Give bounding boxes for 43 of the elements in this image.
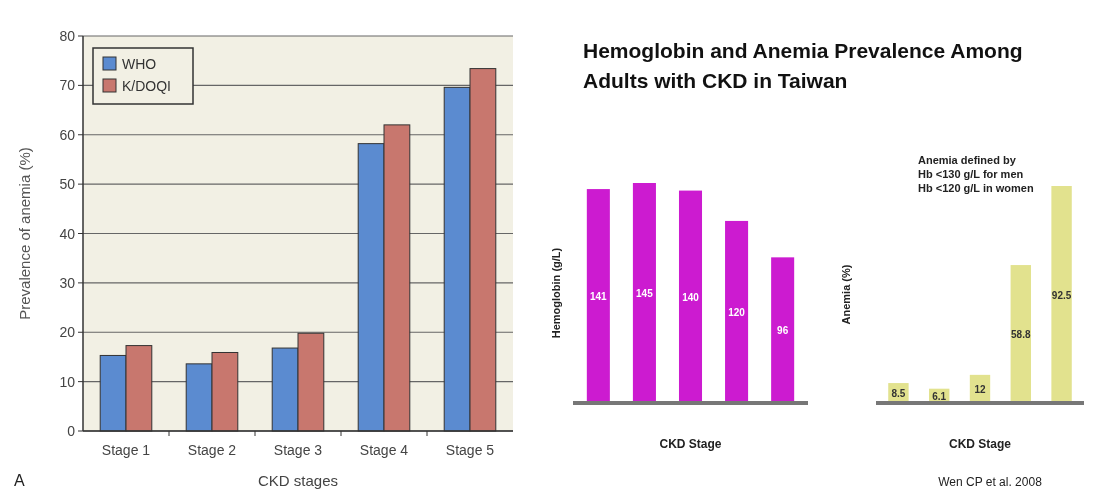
bar bbox=[725, 220, 749, 403]
y-tick-label: 20 bbox=[59, 324, 76, 341]
y-axis-title: Hemoglobin (g/L) bbox=[550, 247, 562, 339]
data-label: 6.1 bbox=[932, 390, 947, 402]
y-tick-label: 10 bbox=[59, 373, 76, 390]
chart-title: Hemoglobin and Anemia Prevalence Among Adults with CKD in Taiwan bbox=[583, 39, 1023, 92]
x-tick-label: Stage 1 bbox=[101, 442, 151, 458]
text: A bbox=[14, 472, 25, 489]
y-tick-label: 60 bbox=[59, 126, 76, 143]
data-label: 12 bbox=[974, 383, 986, 395]
y-axis-title: Anemia (%) bbox=[840, 264, 852, 325]
y-tick-label: 0 bbox=[67, 423, 76, 439]
x-axis-title: CKD Stage bbox=[659, 437, 722, 451]
bar bbox=[1051, 186, 1072, 403]
bar bbox=[771, 257, 795, 403]
legend-label: K/DOQI bbox=[122, 78, 172, 94]
x-tick-label: Stage 4 bbox=[359, 442, 409, 458]
y-tick-label: 80 bbox=[59, 28, 76, 44]
data-label: 92.5 bbox=[1051, 289, 1072, 301]
x-tick-label: Stage 5 bbox=[445, 442, 495, 458]
x-tick-label: Stage 2 bbox=[187, 442, 237, 458]
y-tick-label: 50 bbox=[59, 176, 76, 193]
annotation: Anemia defined by Hb <130 g/L for men Hb <120 g/L in women bbox=[918, 154, 1034, 194]
data-label: 96 bbox=[777, 325, 789, 337]
y-tick-label: 40 bbox=[59, 225, 76, 242]
data-label: 140 bbox=[682, 291, 700, 303]
bar bbox=[586, 189, 610, 403]
legend-label: WHO bbox=[122, 56, 157, 72]
x-axis-title: CKD stages bbox=[257, 472, 339, 489]
y-axis-title: Prevalence of anemia (%) bbox=[16, 147, 33, 320]
bar bbox=[1010, 265, 1031, 403]
x-tick-label: Stage 3 bbox=[273, 442, 323, 458]
data-label: 8.5 bbox=[891, 388, 906, 400]
text: Wen CP et al. 2008 bbox=[938, 475, 1043, 489]
x-axis-title: CKD Stage bbox=[948, 437, 1012, 451]
bar bbox=[678, 190, 703, 403]
data-label: 120 bbox=[728, 306, 746, 318]
bar bbox=[632, 183, 656, 403]
data-label: 141 bbox=[590, 291, 608, 303]
data-label: 145 bbox=[636, 288, 654, 299]
data-label: 58.8 bbox=[1011, 329, 1031, 341]
y-tick-label: 70 bbox=[59, 77, 76, 94]
y-tick-label: 30 bbox=[59, 274, 76, 291]
